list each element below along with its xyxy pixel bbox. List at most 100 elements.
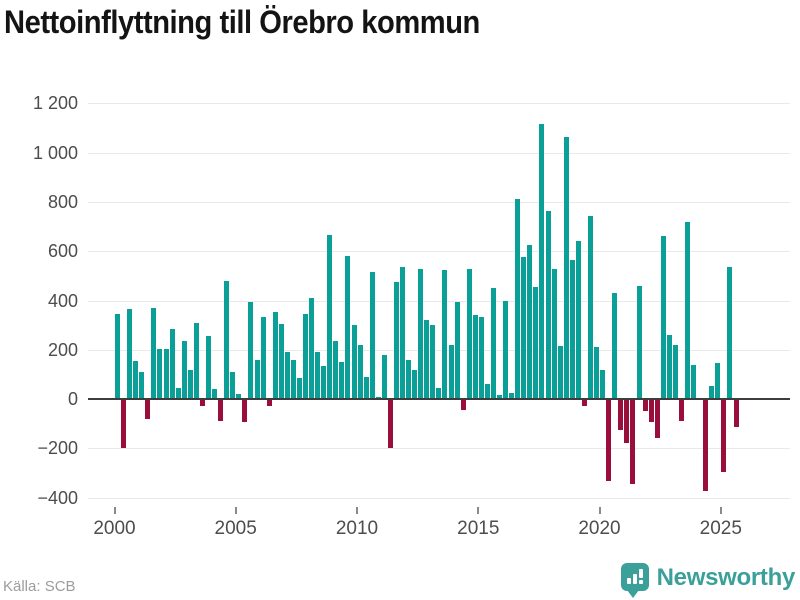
bar-2016Q3 bbox=[515, 199, 521, 400]
bar-2010Q3 bbox=[369, 272, 375, 400]
migration-chart: Nettoinflyttning till Örebro kommun 1 20… bbox=[4, 4, 790, 539]
bar-2019Q1 bbox=[575, 241, 581, 400]
bar-2004Q1 bbox=[212, 389, 217, 400]
bar-2009Q4 bbox=[351, 325, 357, 400]
bar-2015Q2 bbox=[484, 384, 490, 400]
bar-2014Q3 bbox=[466, 268, 472, 400]
newsworthy-logo-icon bbox=[620, 563, 649, 598]
bar-2004Q2 bbox=[218, 400, 224, 422]
gridline-1200 bbox=[88, 103, 790, 105]
y-axis-label-1000: 1 000 bbox=[32, 142, 78, 163]
x-tick-2015 bbox=[477, 507, 480, 514]
bar-2021Q4 bbox=[642, 400, 648, 412]
bar-2019Q4 bbox=[594, 347, 599, 400]
x-axis-label-2010: 2010 bbox=[335, 518, 379, 539]
bar-2003Q2 bbox=[193, 322, 199, 400]
bar-2018Q4 bbox=[569, 259, 575, 400]
y-axis-label-200: 200 bbox=[47, 339, 78, 360]
plot-area: 1 200 1 000 800 600 400 200 0 −200 −400 2000 2005 2… bbox=[33, 93, 790, 539]
bar-2008Q1 bbox=[309, 298, 314, 400]
bar-2013Q3 bbox=[442, 269, 448, 400]
bar-2018Q1 bbox=[551, 268, 557, 400]
bar-2002Q1 bbox=[163, 348, 169, 400]
bar-2012Q1 bbox=[406, 359, 411, 400]
bar-2008Q4 bbox=[327, 235, 333, 400]
bar-2023Q2 bbox=[678, 400, 684, 422]
bar-2018Q2 bbox=[557, 346, 563, 400]
bar-2001Q2 bbox=[145, 400, 151, 419]
bar-2014Q4 bbox=[472, 315, 478, 400]
bar-2011Q1 bbox=[381, 354, 387, 400]
bar-2017Q1 bbox=[527, 245, 533, 400]
bar-2002Q3 bbox=[175, 388, 181, 400]
bar-2014Q1 bbox=[454, 301, 460, 400]
bar-2013Q2 bbox=[436, 388, 442, 400]
bar-2012Q3 bbox=[418, 268, 424, 400]
bar-2025Q3 bbox=[733, 400, 739, 428]
x-tick-2020 bbox=[598, 507, 601, 514]
x-tick-2000 bbox=[113, 507, 116, 514]
bar-2022Q3 bbox=[660, 236, 666, 400]
y-axis-label-600: 600 bbox=[47, 241, 78, 262]
bar-2015Q3 bbox=[490, 288, 496, 400]
y-axis-label-1200: 1 200 bbox=[32, 93, 78, 114]
bar-2016Q2 bbox=[509, 392, 515, 400]
bar-2016Q4 bbox=[521, 257, 527, 400]
bar-2013Q1 bbox=[430, 325, 436, 400]
bar-2015Q4 bbox=[497, 395, 502, 400]
bar-2024Q2 bbox=[703, 400, 709, 492]
y-axis-label--400: −400 bbox=[37, 487, 78, 508]
gridline-600 bbox=[88, 251, 790, 253]
y-axis-label-0: 0 bbox=[67, 389, 78, 410]
y-axis-label--200: −200 bbox=[37, 438, 78, 459]
bar-2010Q2 bbox=[363, 376, 369, 400]
bar-2002Q2 bbox=[169, 328, 175, 400]
x-axis-label-2015: 2015 bbox=[457, 518, 500, 539]
bar-2009Q3 bbox=[345, 256, 351, 400]
bar-2008Q2 bbox=[315, 352, 321, 400]
bar-2017Q4 bbox=[545, 210, 551, 400]
bar-2000Q2 bbox=[121, 400, 127, 449]
bar-2006Q1 bbox=[260, 316, 266, 400]
bar-2009Q1 bbox=[333, 341, 339, 400]
gridline--200 bbox=[88, 448, 790, 450]
bar-2001Q1 bbox=[139, 372, 145, 400]
bar-2000Q4 bbox=[133, 360, 139, 400]
bar-2020Q4 bbox=[618, 400, 624, 430]
x-axis-label-2020: 2020 bbox=[578, 518, 621, 539]
bar-2010Q1 bbox=[357, 344, 363, 400]
bar-2013Q4 bbox=[448, 344, 454, 400]
bar-2023Q3 bbox=[685, 221, 690, 400]
gridline-800 bbox=[88, 201, 790, 203]
bar-2000Q1 bbox=[115, 314, 120, 400]
bar-2015Q1 bbox=[478, 316, 484, 400]
bar-2024Q3 bbox=[709, 385, 715, 400]
bar-2005Q4 bbox=[254, 359, 260, 400]
bar-2025Q2 bbox=[727, 267, 733, 400]
bar-2022Q4 bbox=[666, 335, 672, 400]
bar-2001Q3 bbox=[151, 307, 157, 400]
bar-2024Q4 bbox=[715, 363, 721, 400]
bar-2020Q2 bbox=[606, 400, 612, 482]
bar-2001Q4 bbox=[157, 348, 163, 400]
bar-2023Q4 bbox=[691, 364, 696, 400]
x-axis-label-2025: 2025 bbox=[699, 518, 742, 539]
bar-2021Q1 bbox=[624, 400, 630, 444]
bar-2007Q2 bbox=[290, 359, 296, 400]
bar-2016Q1 bbox=[503, 300, 509, 400]
bar-2017Q3 bbox=[539, 124, 545, 400]
bar-2003Q1 bbox=[187, 369, 193, 400]
bar-2011Q3 bbox=[393, 282, 399, 400]
x-tick-2010 bbox=[356, 507, 358, 514]
gridline--400 bbox=[88, 497, 790, 499]
gridline-400 bbox=[88, 300, 790, 302]
newsworthy-logo[interactable]: Newsworthy bbox=[620, 563, 795, 598]
bar-2025Q1 bbox=[721, 400, 727, 472]
bar-2004Q3 bbox=[224, 280, 230, 400]
x-tick-2025 bbox=[719, 507, 722, 514]
x-axis-label-2005: 2005 bbox=[214, 518, 257, 539]
bar-2007Q1 bbox=[284, 352, 290, 400]
gridline-200 bbox=[88, 349, 790, 351]
x-axis-label-2000: 2000 bbox=[93, 518, 136, 539]
bar-2022Q2 bbox=[654, 400, 660, 439]
